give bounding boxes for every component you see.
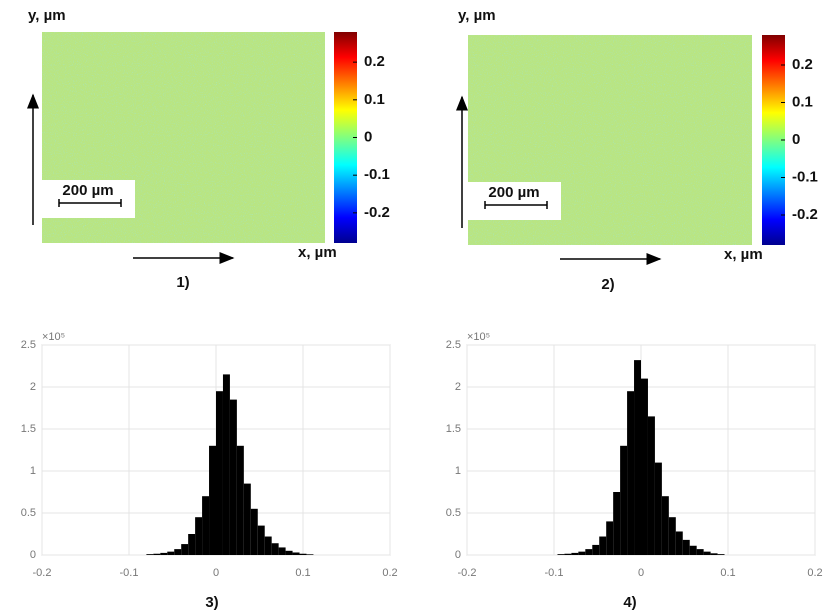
- colorbar-tick-label: -0.2: [792, 206, 818, 223]
- bar: [634, 360, 641, 555]
- colorbar-tick-label: 0: [364, 128, 372, 145]
- y-tick-label: 1.5: [21, 423, 36, 435]
- bar: [592, 544, 600, 555]
- bar: [717, 554, 725, 555]
- bar: [292, 552, 300, 555]
- bar: [585, 549, 593, 555]
- scale-bar-box: [468, 182, 561, 220]
- colorbar-tick-label: -0.2: [364, 204, 390, 221]
- bar: [710, 553, 718, 555]
- colorbar-tick-label: 0: [792, 131, 800, 148]
- bar: [578, 551, 586, 555]
- bar: [571, 552, 579, 555]
- colorbar: [762, 35, 785, 245]
- colorbar-tick-label: 0.1: [792, 93, 813, 110]
- bar: [160, 552, 168, 555]
- x-tick-label: -0.2: [33, 567, 52, 579]
- bar: [627, 391, 635, 555]
- bar: [153, 553, 161, 555]
- bar: [229, 399, 237, 555]
- y-tick-label: 2: [30, 381, 36, 393]
- y-axis-label: y, µm: [458, 7, 496, 24]
- bar: [174, 549, 182, 555]
- bar: [606, 521, 614, 555]
- bar: [222, 374, 230, 555]
- bar: [696, 549, 704, 555]
- bar: [209, 445, 216, 555]
- x-tick-label: -0.1: [120, 567, 139, 579]
- bar: [306, 554, 314, 555]
- caption: 3): [205, 594, 218, 611]
- bar: [243, 483, 251, 555]
- colorbar-tick-label: 0.2: [364, 53, 385, 70]
- bar: [641, 378, 648, 555]
- bar: [613, 492, 621, 555]
- y-axis-label: y, µm: [28, 7, 66, 24]
- bar: [216, 391, 223, 555]
- x-tick-label: -0.1: [545, 567, 564, 579]
- bar: [285, 550, 293, 555]
- bar: [257, 525, 265, 555]
- bar: [236, 445, 244, 555]
- scale-bar-label: 200 µm: [62, 182, 113, 199]
- bar: [264, 536, 272, 555]
- x-tick-label: 0: [638, 567, 644, 579]
- bar: [181, 544, 189, 555]
- x-tick-label: 0: [213, 567, 219, 579]
- colorbar-tick-label: 0.2: [792, 56, 813, 73]
- colorbar-tick-label: -0.1: [364, 166, 390, 183]
- x-axis-label: x, µm: [298, 244, 337, 261]
- bar: [278, 547, 286, 555]
- caption: 1): [176, 274, 189, 291]
- x-tick-label: 0.1: [295, 567, 310, 579]
- bar: [668, 517, 676, 555]
- bar: [620, 445, 628, 555]
- bar: [599, 536, 607, 555]
- y-tick-label: 1.5: [446, 423, 461, 435]
- y-exponent: ×10⁵: [467, 331, 490, 343]
- y-tick-label: 0: [30, 549, 36, 561]
- x-tick-label: 0.2: [807, 567, 822, 579]
- colorbar-tick-label: -0.1: [792, 168, 818, 185]
- bar: [195, 517, 203, 555]
- x-tick-label: -0.2: [458, 567, 477, 579]
- bar: [703, 551, 711, 555]
- y-tick-label: 0: [455, 549, 461, 561]
- scale-bar: [58, 199, 122, 207]
- x-tick-label: 0.1: [720, 567, 735, 579]
- bar: [146, 554, 154, 555]
- x-tick-label: 0.2: [382, 567, 397, 579]
- colorbar: [334, 32, 357, 243]
- x-axis-label: x, µm: [724, 246, 763, 263]
- bar: [689, 545, 697, 555]
- y-tick-label: 2.5: [21, 339, 36, 351]
- y-tick-label: 2: [455, 381, 461, 393]
- y-tick-label: 1: [30, 465, 36, 477]
- scale-bar-label: 200 µm: [488, 184, 539, 201]
- bar: [675, 531, 683, 555]
- y-tick-label: 2.5: [446, 339, 461, 351]
- caption: 2): [601, 276, 614, 293]
- bar: [654, 462, 662, 555]
- bar: [188, 534, 196, 555]
- caption: 4): [623, 594, 636, 611]
- scale-bar: [484, 201, 548, 209]
- bar: [682, 539, 690, 555]
- colorbar-tick-label: 0.1: [364, 91, 385, 108]
- y-tick-label: 1: [455, 465, 461, 477]
- bar: [250, 508, 258, 555]
- bar: [167, 551, 175, 555]
- bar: [271, 543, 279, 555]
- bar: [564, 553, 572, 555]
- scale-bar-box: [42, 180, 135, 218]
- bar: [299, 553, 307, 555]
- y-exponent: ×10⁵: [42, 331, 65, 343]
- bar: [647, 416, 655, 555]
- bar: [661, 496, 669, 555]
- y-tick-label: 0.5: [446, 507, 461, 519]
- y-tick-label: 0.5: [21, 507, 36, 519]
- bar: [202, 496, 210, 555]
- bar: [557, 554, 565, 555]
